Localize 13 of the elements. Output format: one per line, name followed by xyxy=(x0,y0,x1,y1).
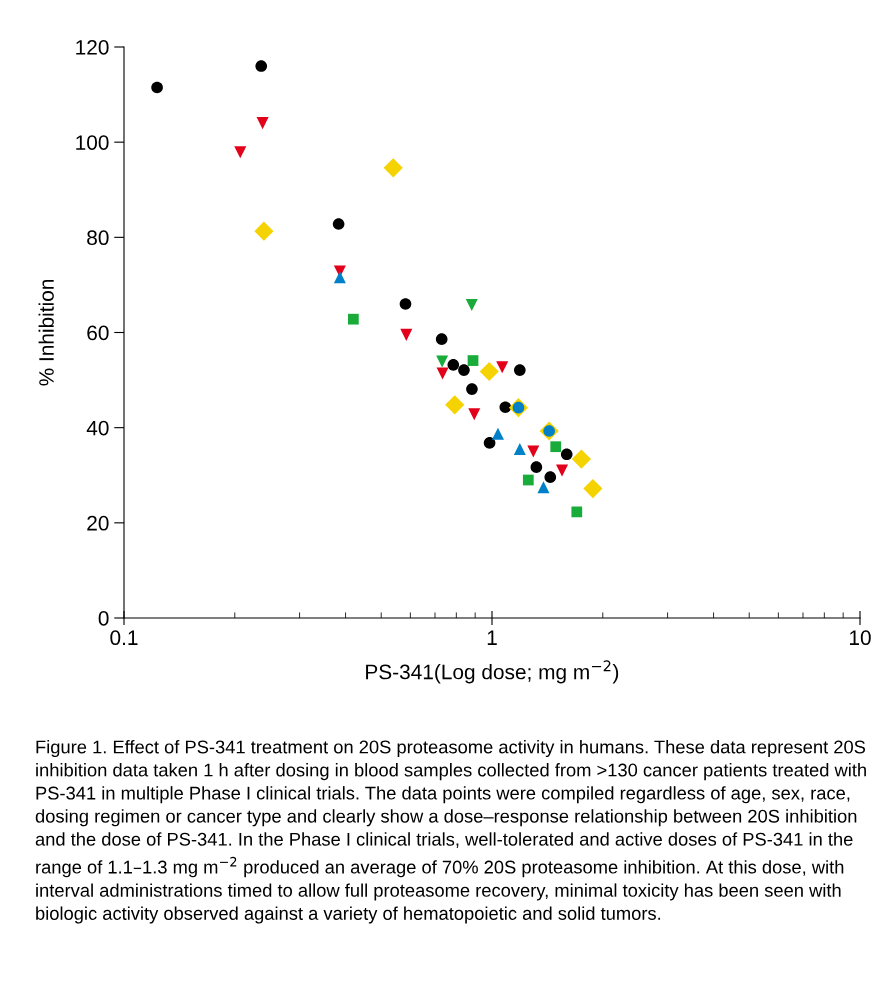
y-tick-label: 20 xyxy=(87,515,109,531)
y-tick-label: 60 xyxy=(87,325,109,341)
x-axis-title: PS-341(Log dose; mg m$^{−2}$) xyxy=(366,660,619,684)
x-tick-label: 10 xyxy=(850,630,871,646)
y-tick-label: 40 xyxy=(86,420,109,436)
x-tick-label: 1 xyxy=(487,630,497,645)
y-tick-label: 80 xyxy=(87,230,109,246)
y-tick-label: 120 xyxy=(76,40,109,55)
x-tick-label: 0.1 xyxy=(110,630,138,646)
y-axis-title: % Inhibition xyxy=(38,280,54,386)
text: Figure 1. Effect of PS-341 treatment on 20S proteasome activity in humans. These data represent 20S inhibition data taken 1 h after dosing in blood samples collected from >130 cancer patients treated with PS-341 in multiple Phase I clinical trials. The data points were compiled regardless of age, sex, race, dosing regimen or cancer type and clearly show a dose–response relationship between 20S inhibition and the dose of PS-341. In the Phase I clinical trials, well-tolerated and active doses of PS-341 in the range of 1.1–1.3 mg m$^{−2}$ produced an average of 70% 20S proteasome inhibition. At this dose, with interval administrations timed to allow full proteasome recovery, minimal toxicity has been seen with biologic activity observed against a variety of hematopoietic and solid tumors. xyxy=(35,740,866,924)
y-tick-label: 0 xyxy=(98,611,109,626)
y-tick-label: 100 xyxy=(76,135,109,150)
